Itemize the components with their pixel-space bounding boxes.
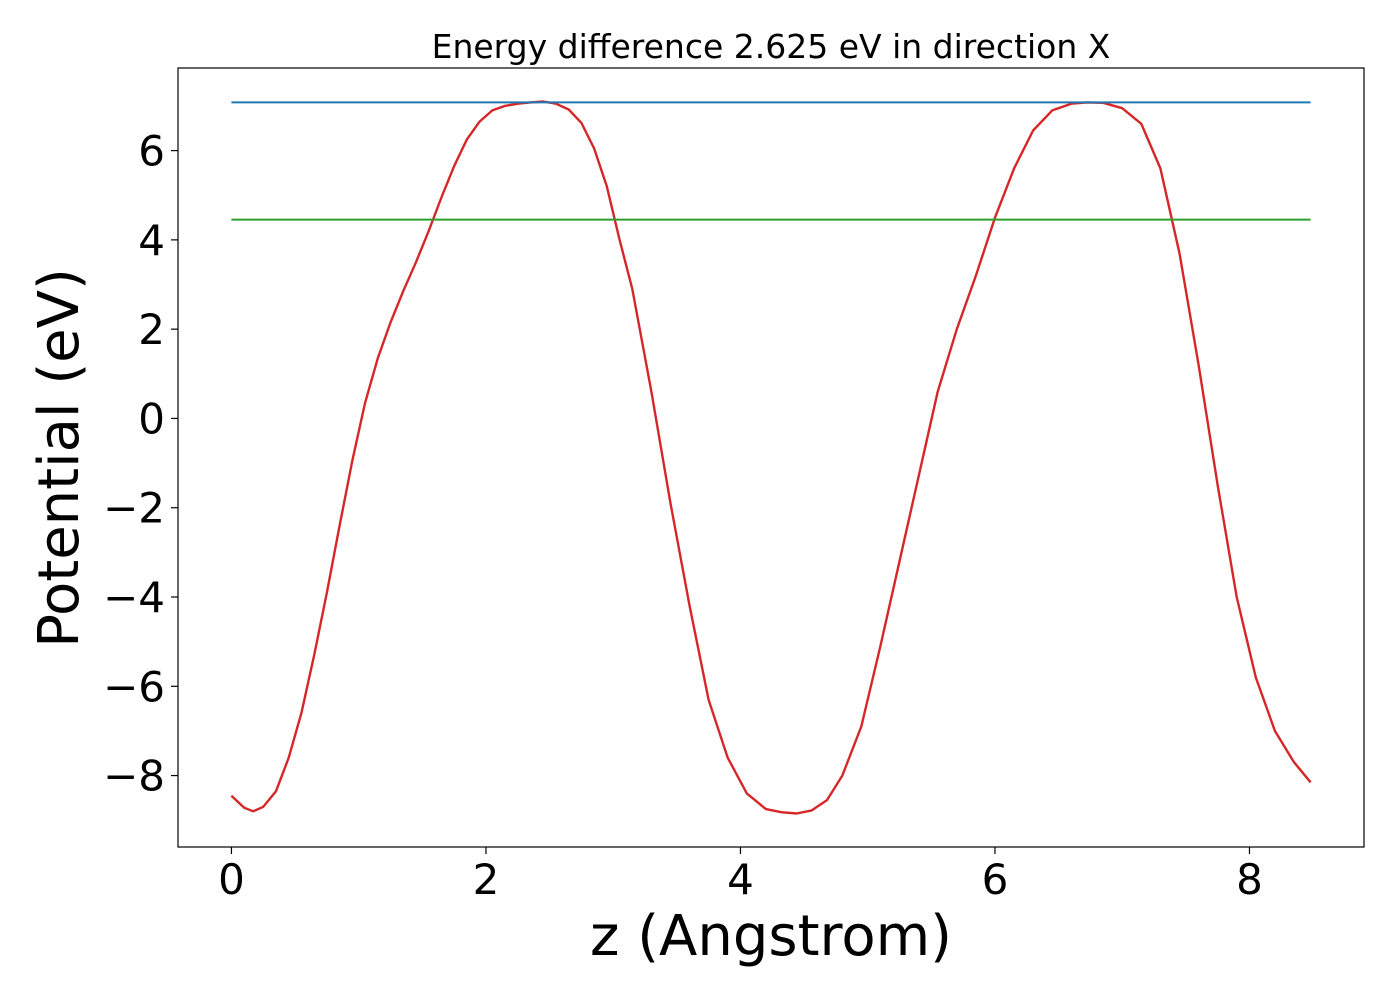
- x-tick-label: 2: [473, 855, 500, 904]
- y-tick-label: −8: [103, 752, 165, 801]
- x-tick-label: 6: [982, 855, 1009, 904]
- y-tick-label: 2: [138, 305, 165, 354]
- x-axis-ticks: 0 2 4 6 8: [218, 847, 1263, 904]
- y-axis-label: Potential (eV): [27, 268, 92, 648]
- y-tick-label: 6: [138, 127, 165, 176]
- y-tick-label: 4: [138, 216, 165, 265]
- x-tick-label: 8: [1236, 855, 1263, 904]
- x-axis-label: z (Angstrom): [590, 904, 952, 969]
- series-line-1: [230, 100, 1312, 815]
- series-layer: [230, 100, 1312, 815]
- y-tick-label: −6: [103, 662, 165, 711]
- x-tick-label: 0: [218, 855, 245, 904]
- y-axis-ticks: −8 −6 −4 −2 0 2 4 6: [103, 127, 178, 801]
- x-tick-label: 4: [727, 855, 754, 904]
- y-tick-label: −2: [103, 484, 165, 533]
- y-tick-label: 0: [138, 394, 165, 443]
- y-tick-label: −4: [103, 573, 165, 622]
- chart-title: Energy difference 2.625 eV in direction …: [432, 27, 1111, 66]
- plot-area-frame: [177, 67, 1365, 848]
